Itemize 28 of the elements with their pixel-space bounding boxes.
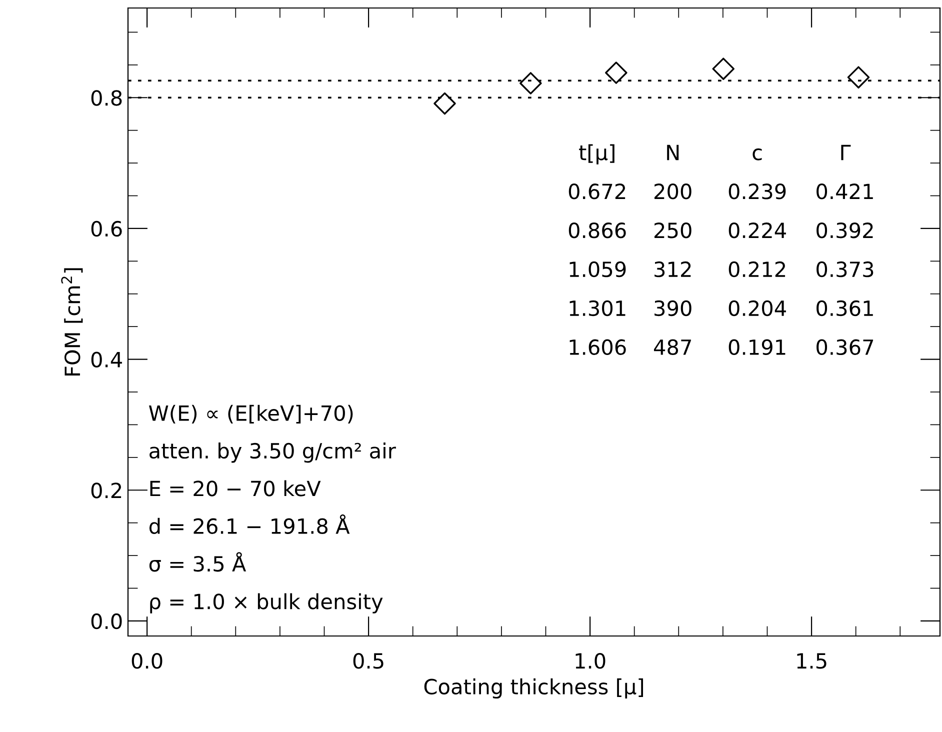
text: 1.301 390 0.204 0.361 bbox=[570, 300, 873, 316]
annotation: W(E) ∝ (E[keV]+70) bbox=[148, 404, 353, 424]
x-tick-label: 0.0 bbox=[132, 653, 162, 669]
text: 0.672 200 0.239 0.421 bbox=[568, 184, 873, 200]
y-tick-label: 0.0 bbox=[91, 613, 122, 630]
x-tick-label: 1.0 bbox=[576, 653, 606, 669]
point bbox=[712, 58, 735, 80]
text: 0.866 250 0.224 0.392 bbox=[568, 222, 873, 238]
annotation: atten. by 3.50 g/cm² air bbox=[150, 442, 396, 463]
annotation: ρ = 1.0 × bulk density bbox=[150, 593, 383, 614]
point bbox=[434, 92, 456, 115]
text: 1.606 487 0.191 0.367 bbox=[570, 339, 874, 356]
y-tick-label: 0.8 bbox=[91, 90, 122, 106]
annotation: σ = 3.5 Å bbox=[149, 552, 246, 572]
point bbox=[847, 66, 870, 88]
y-axis-title: FOM [cm$^{2}$] bbox=[61, 268, 83, 376]
annotation: d = 26.1 − 191.8 Å bbox=[149, 514, 350, 534]
x-axis-title: Coating thickness [μ] bbox=[424, 678, 644, 699]
text: 1.059 312 0.212 0.373 bbox=[570, 261, 874, 278]
x-tick-label: 0.5 bbox=[353, 653, 384, 669]
y-tick-label: 0.6 bbox=[91, 220, 122, 237]
annotation: E = 20 − 70 keV bbox=[150, 480, 321, 496]
y-tick-label: 0.4 bbox=[91, 352, 122, 368]
point bbox=[520, 72, 542, 94]
y-tick-label: 0.2 bbox=[91, 482, 122, 498]
x-tick-label: 1.5 bbox=[797, 653, 826, 669]
text: t[μ] N c Γ bbox=[579, 144, 851, 164]
point bbox=[605, 62, 628, 84]
